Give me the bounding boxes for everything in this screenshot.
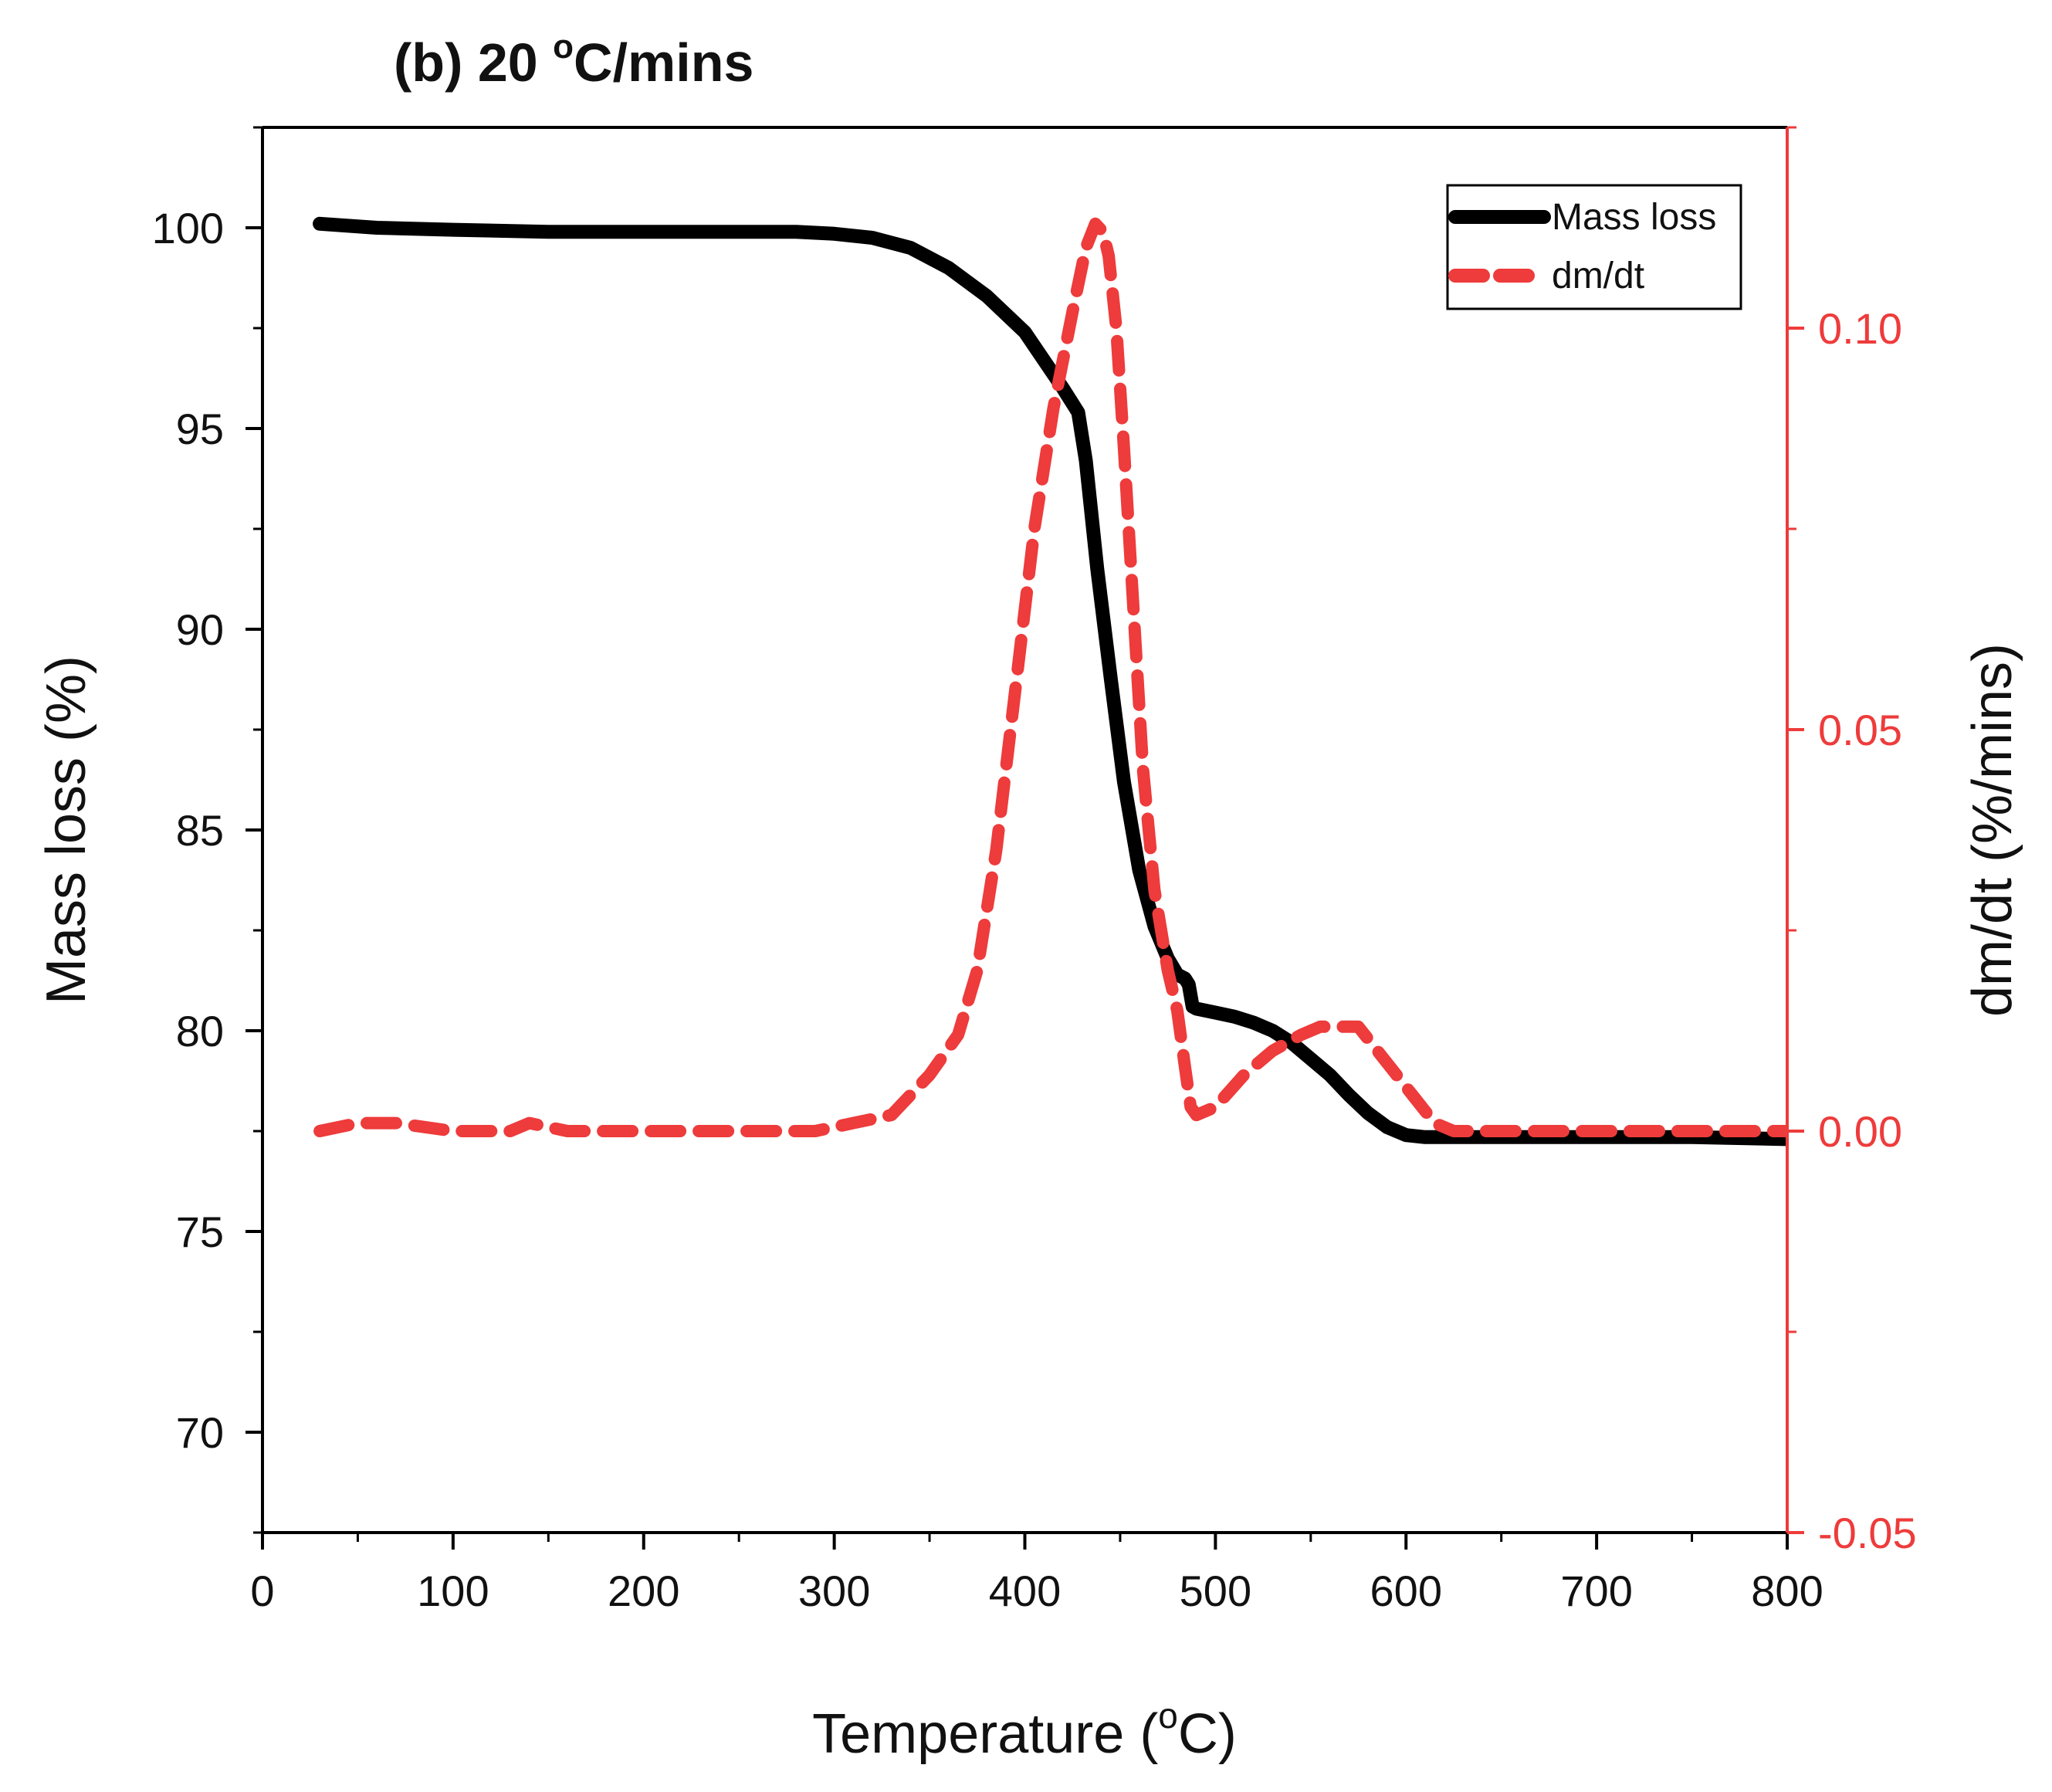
ticks-layer: 0 100 200 300 400 500 600 700 800 70 75 80 85 90 95 100… — [152, 126, 1917, 1615]
x-axis-label: Temperature (oC) — [812, 1695, 1237, 1765]
x-tick-label: 200 — [608, 1567, 679, 1615]
y-left-tick-label: 70 — [176, 1408, 224, 1457]
y-right-tick-label: 0.05 — [1818, 706, 1902, 754]
x-tick-label: 800 — [1751, 1567, 1823, 1615]
y-right-tick-label: -0.05 — [1818, 1509, 1917, 1557]
x-axis-label-superscript: o — [1158, 1695, 1178, 1736]
y-left-tick-label: 100 — [152, 204, 224, 252]
chart-title: (b) 20 oC/mins — [394, 28, 753, 93]
y-right-tick-label: 0.00 — [1818, 1107, 1902, 1156]
x-tick-label: 600 — [1370, 1567, 1442, 1615]
legend-box — [1446, 184, 1742, 310]
x-tick-label: 500 — [1180, 1567, 1251, 1615]
series-layer — [313, 216, 1787, 1147]
x-tick-label: 300 — [798, 1567, 870, 1615]
y-left-tick-label: 95 — [176, 405, 224, 453]
y-left-tick-label: 85 — [176, 806, 224, 855]
x-tick-label: 0 — [250, 1567, 274, 1615]
y-right-tick-label: 0.10 — [1818, 304, 1902, 353]
x-tick-label: 100 — [417, 1567, 489, 1615]
chart-title-superscript: o — [553, 28, 574, 66]
y-left-tick-label: 75 — [176, 1208, 224, 1256]
y-left-tick-label: 80 — [176, 1007, 224, 1055]
x-tick-label: 700 — [1560, 1567, 1632, 1615]
x-tick-label: 400 — [989, 1567, 1061, 1615]
legend-label-dmdt: dm/dt — [1552, 256, 1644, 296]
y-axis-label-left: Mass loss (%) — [36, 655, 97, 1004]
series-dmdt — [313, 217, 1787, 1137]
legend-label-mass-loss: Mass loss — [1552, 197, 1716, 238]
legend: Mass loss dm/dt — [1446, 184, 1742, 310]
y-axis-label-right: dm/dt (%/mins) — [1962, 643, 2023, 1017]
y-left-tick-label: 90 — [176, 605, 224, 654]
